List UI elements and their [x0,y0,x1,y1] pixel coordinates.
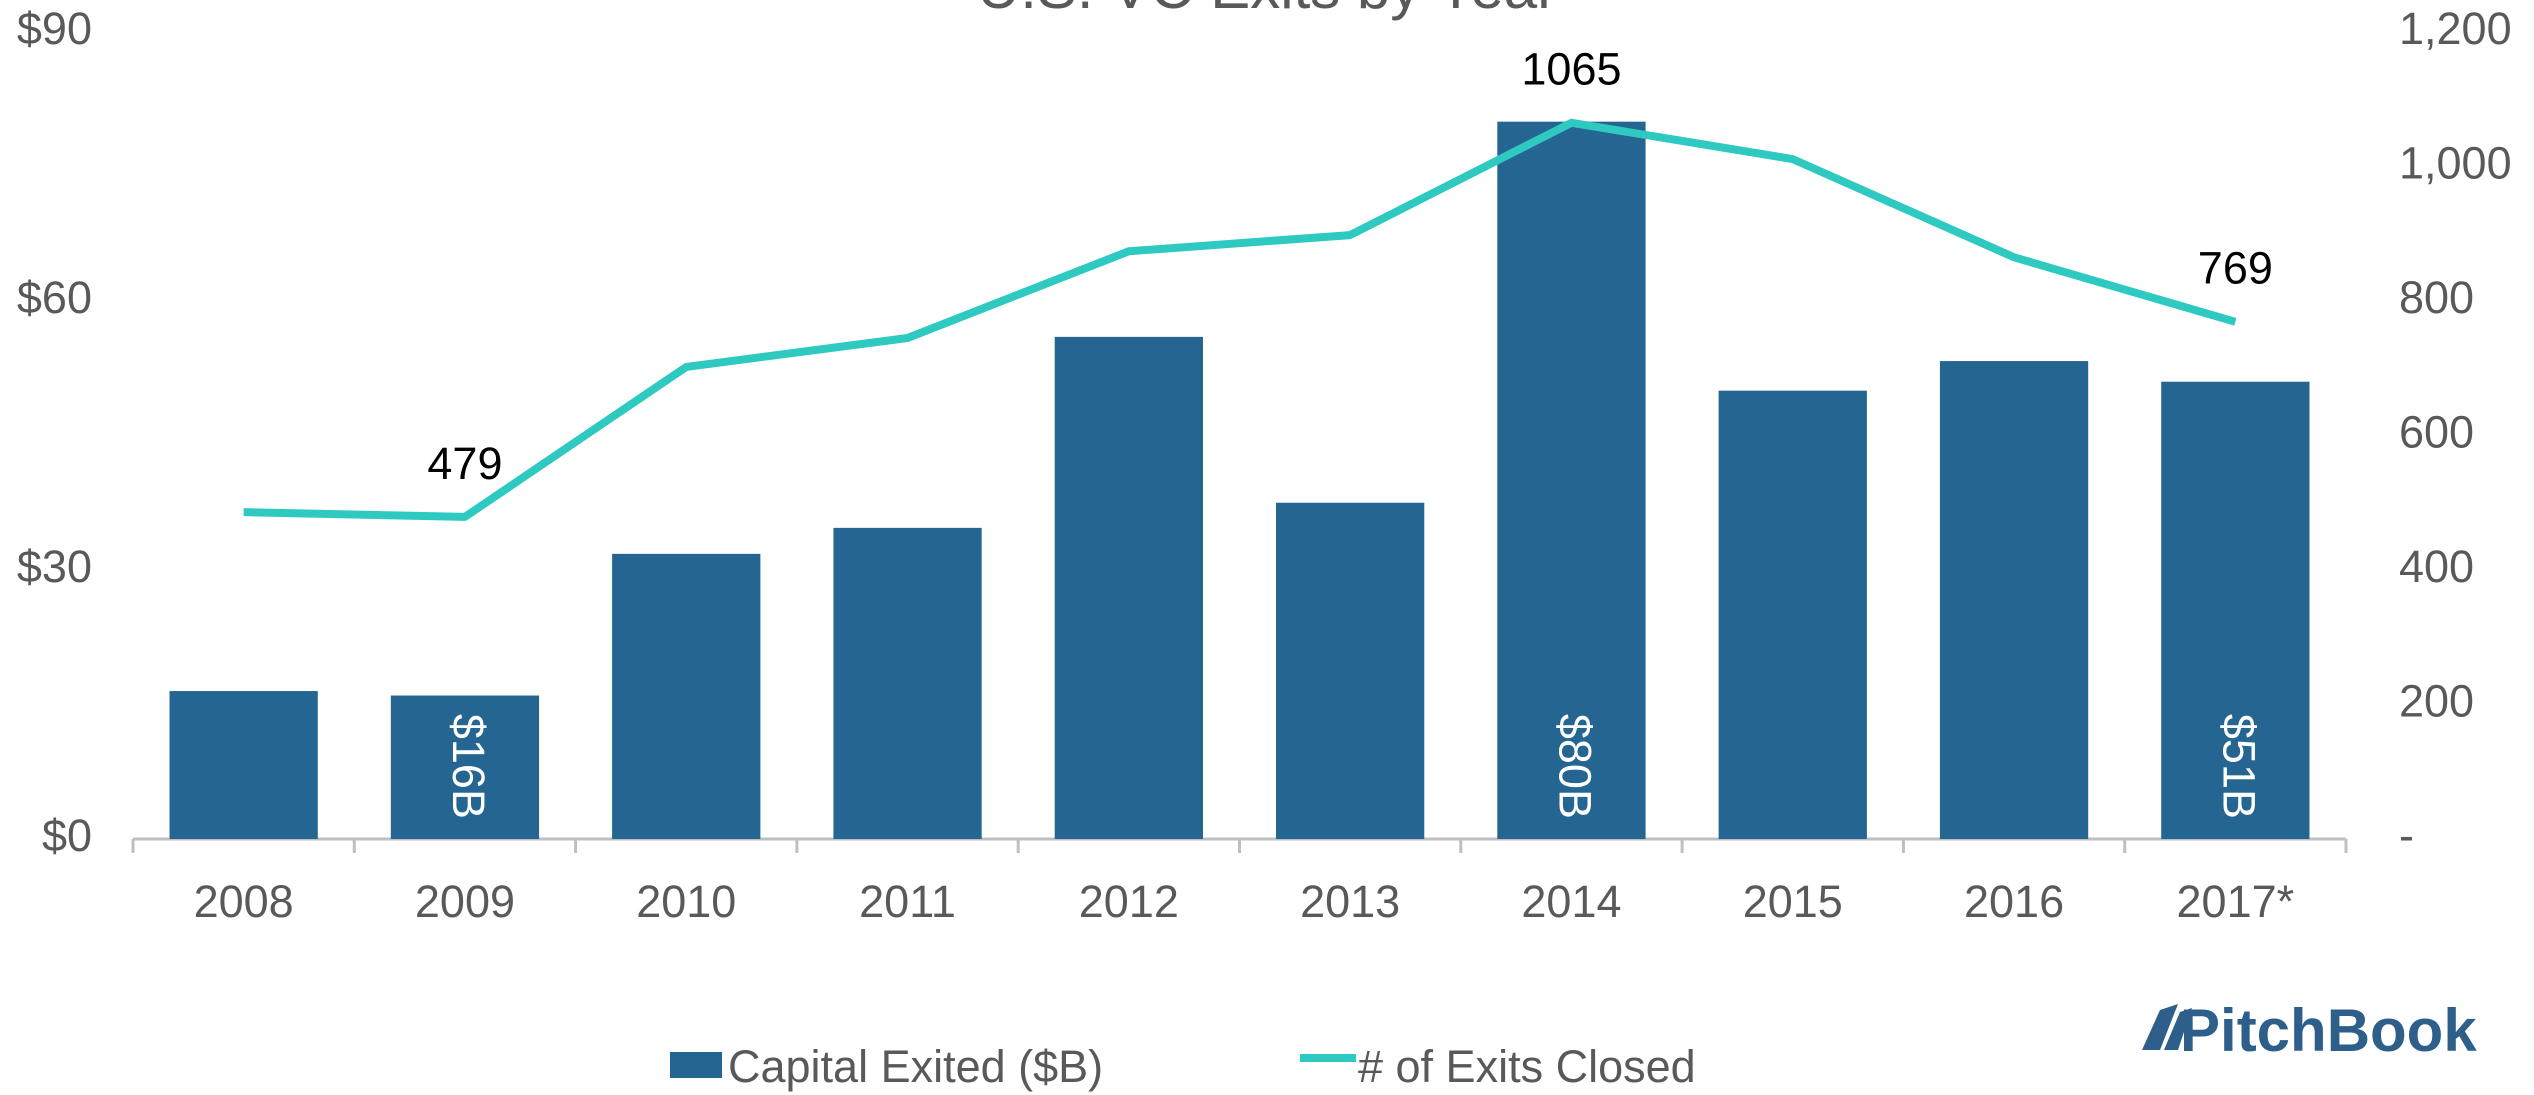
brand-name: PitchBook [2180,997,2477,1064]
bar-value-label: $80B [1550,714,1601,819]
x-tick-label: 2017* [2177,876,2295,927]
y-tick-label: $0 [42,810,92,861]
line-value-label: 769 [2198,243,2273,294]
brand-logo: PitchBook [2142,997,2477,1064]
bar [1054,336,1203,839]
x-tick-label: 2010 [636,876,736,927]
y2-tick-label: 600 [2399,406,2474,457]
y-tick-label: $90 [17,3,92,54]
x-tick-label: 2015 [1743,876,1843,927]
y2-tick-label: 200 [2399,675,2474,726]
legend-label: # of Exits Closed [1358,1041,1696,1092]
bar [1939,361,2089,839]
bar [169,691,318,839]
bar [1276,502,1425,839]
legend-swatch [670,1052,722,1078]
logo-icon [2142,1004,2192,1050]
x-tick-label: 2008 [194,876,294,927]
y-tick-label: $60 [17,272,92,323]
y-tick-label: $30 [17,541,92,592]
bar [390,695,540,839]
line [243,118,2237,521]
x-tick-label: 2014 [1521,876,1621,927]
chart-title: U.S. VC Exits by Year [977,0,1557,21]
bar [612,553,761,839]
x-tick-label: 2011 [859,876,956,927]
bar-value-label: $16B [443,714,494,819]
bar-value-label: $51B [2213,714,2264,819]
y2-tick-label: 1,000 [2399,137,2512,188]
y2-tick-label: - [2399,810,2414,861]
x-tick-label: 2013 [1300,876,1400,927]
x-tick-label: 2009 [415,876,515,927]
y2-tick-label: 400 [2399,541,2474,592]
bar [1718,390,1867,839]
bar [2161,381,2310,839]
bar [833,527,982,839]
x-tick-label: 2016 [1964,876,2064,927]
line-value-label: 479 [427,438,502,489]
bar [1497,121,1646,839]
y2-tick-label: 800 [2399,272,2474,323]
x-tick-label: 2012 [1079,876,1179,927]
line-value-label: 1065 [1521,44,1621,95]
legend-label: Capital Exited ($B) [728,1041,1103,1092]
y2-tick-label: 1,200 [2399,3,2512,54]
